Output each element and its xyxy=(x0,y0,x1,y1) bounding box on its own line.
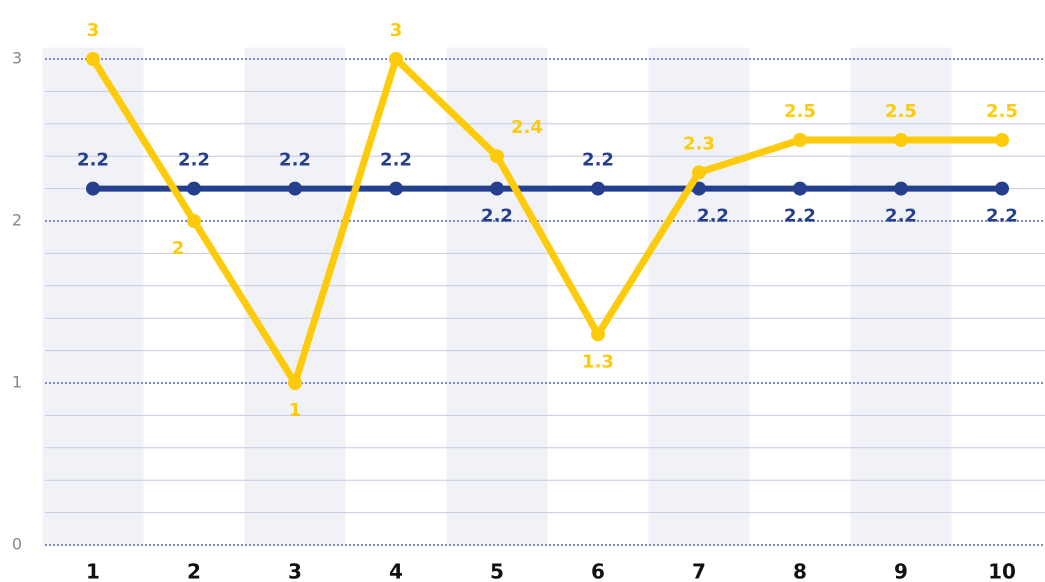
point xyxy=(591,327,605,342)
point xyxy=(389,52,403,66)
point xyxy=(187,181,201,196)
data-label: 3 xyxy=(390,20,403,41)
x-tick-label: 7 xyxy=(692,560,706,582)
x-tick-label: 6 xyxy=(591,560,605,582)
column-band xyxy=(42,47,144,545)
column-band xyxy=(446,47,548,545)
point xyxy=(995,133,1009,147)
point xyxy=(187,214,201,228)
data-label: 2.2 xyxy=(697,206,729,227)
data-label: 2.3 xyxy=(683,133,715,154)
point xyxy=(995,181,1009,196)
x-tick-label: 5 xyxy=(490,560,504,582)
column-band xyxy=(648,47,750,545)
x-tick-label: 10 xyxy=(988,560,1016,582)
x-tick-label: 3 xyxy=(288,560,302,582)
data-label: 2.4 xyxy=(511,117,543,138)
column-band xyxy=(850,47,952,545)
data-label: 2.2 xyxy=(77,150,109,171)
data-label: 1 xyxy=(289,400,302,421)
x-tick-label: 1 xyxy=(86,560,100,582)
y-tick-label: 2 xyxy=(12,211,22,230)
x-tick-label: 4 xyxy=(389,560,403,582)
data-label: 2.5 xyxy=(885,101,917,122)
data-label: 2.2 xyxy=(178,150,210,171)
data-label: 2.2 xyxy=(582,150,614,171)
data-label: 2.5 xyxy=(784,101,816,122)
point xyxy=(793,133,807,147)
point xyxy=(692,181,706,196)
y-tick-label: 0 xyxy=(12,535,22,554)
point xyxy=(86,52,100,66)
point xyxy=(288,181,302,196)
data-label: 2 xyxy=(172,238,185,259)
data-label: 2.2 xyxy=(380,150,412,171)
point xyxy=(490,149,504,164)
point xyxy=(389,181,403,196)
point xyxy=(793,181,807,196)
data-label: 2.2 xyxy=(784,206,816,227)
point xyxy=(591,181,605,196)
data-label: 3 xyxy=(87,20,100,41)
point xyxy=(692,165,706,180)
point xyxy=(490,181,504,196)
x-tick-label: 9 xyxy=(894,560,908,582)
data-label: 2.2 xyxy=(885,206,917,227)
point xyxy=(288,376,302,390)
column-band xyxy=(244,47,346,545)
point xyxy=(86,181,100,196)
y-tick-label: 3 xyxy=(12,49,22,68)
point xyxy=(894,181,908,196)
x-tick-label: 8 xyxy=(793,560,807,582)
series-line xyxy=(90,55,1002,387)
x-tick-label: 2 xyxy=(187,560,201,582)
data-label: 2.2 xyxy=(986,206,1018,227)
data-label: 1.3 xyxy=(582,351,614,372)
y-tick-label: 1 xyxy=(12,373,22,392)
data-label: 2.2 xyxy=(279,150,311,171)
data-label: 2.2 xyxy=(481,206,513,227)
point xyxy=(894,133,908,147)
data-label: 2.5 xyxy=(986,101,1018,122)
